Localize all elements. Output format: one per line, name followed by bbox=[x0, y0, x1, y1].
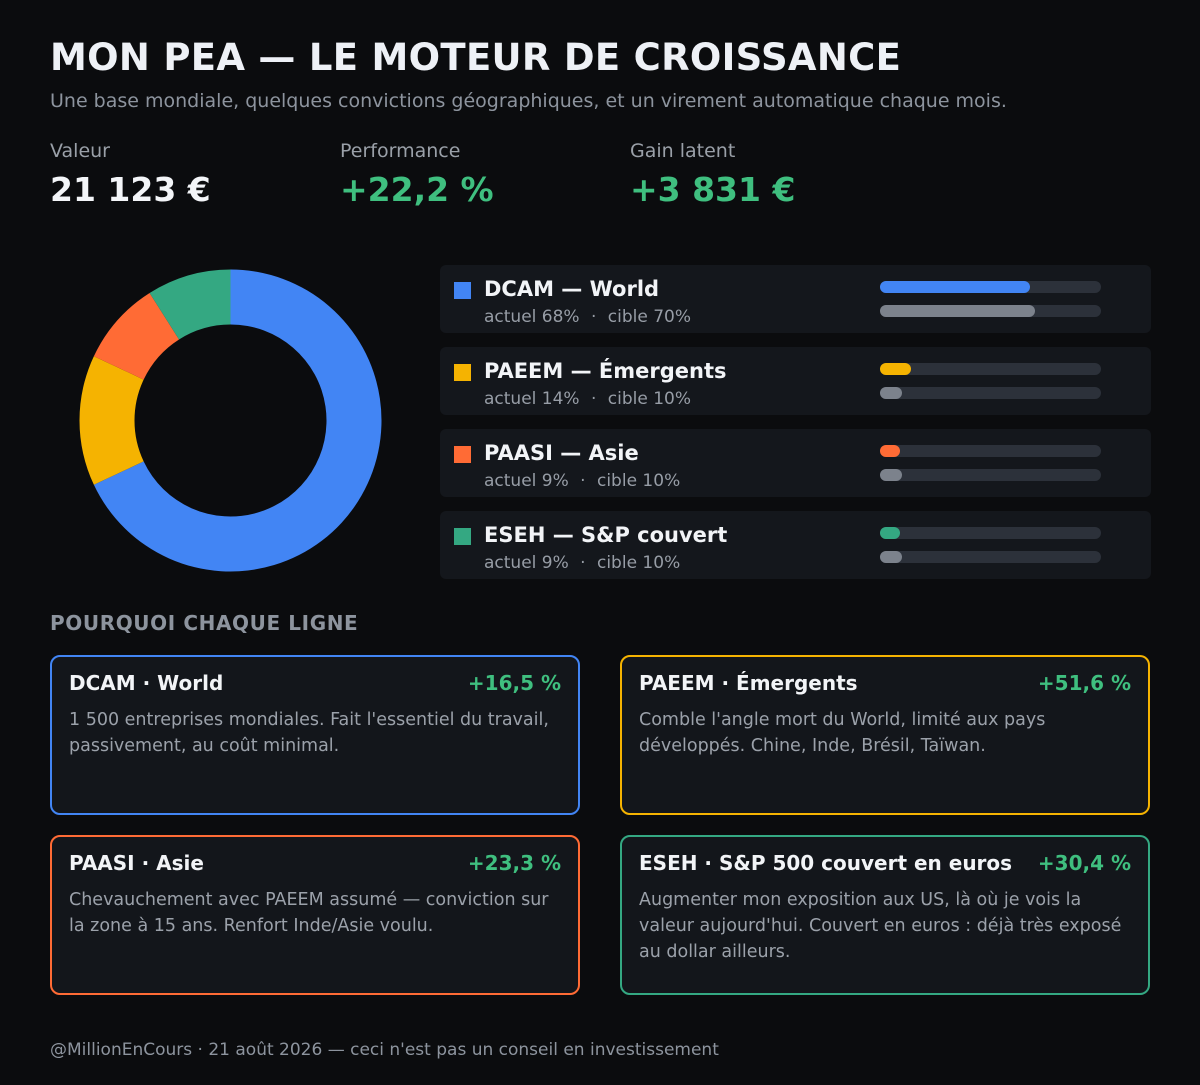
kpi-value: +3 831 € bbox=[630, 170, 796, 209]
card-performance: +51,6 % bbox=[1037, 671, 1131, 695]
target-weight: cible 70% bbox=[607, 307, 692, 327]
rationale-card-eseh: ESEH · S&P 500 couvert en euros +30,4 % … bbox=[620, 835, 1150, 995]
actual-bar-fill bbox=[880, 445, 900, 457]
allocation-row-paeem: PAEEM — Émergents actuel 14% · cible 10% bbox=[440, 347, 1151, 415]
actual-weight: actuel 68% bbox=[484, 307, 580, 327]
card-description: 1 500 entreprises mondiales. Fait l'esse… bbox=[69, 710, 549, 756]
kpi-label: Gain latent bbox=[630, 140, 736, 162]
allocation-weights: actuel 14% · cible 10% bbox=[484, 389, 691, 409]
donut-slice-dcam bbox=[93, 269, 382, 572]
section-title: POURQUOI CHAQUE LIGNE bbox=[50, 611, 359, 635]
card-performance: +30,4 % bbox=[1037, 851, 1131, 875]
card-title: ESEH · S&P 500 couvert en euros bbox=[639, 851, 1013, 875]
donut-slice-paasi bbox=[93, 293, 180, 380]
target-weight: cible 10% bbox=[596, 553, 681, 573]
target-bar bbox=[880, 551, 1101, 563]
card-description: Chevauchement avec PAEEM assumé — convic… bbox=[69, 890, 549, 936]
actual-bar-fill bbox=[880, 363, 911, 375]
separator: · bbox=[580, 471, 586, 491]
allocation-name: PAASI — Asie bbox=[484, 441, 639, 465]
rationale-card-dcam: DCAM · World +16,5 % 1 500 entreprises m… bbox=[50, 655, 580, 815]
kpi-gain-latent: Gain latent +3 831 € bbox=[630, 140, 795, 209]
card-performance: +16,5 % bbox=[467, 671, 561, 695]
actual-weight: actuel 9% bbox=[484, 553, 569, 573]
allocation-row-paasi: PAASI — Asie actuel 9% · cible 10% bbox=[440, 429, 1151, 497]
actual-bar-fill bbox=[880, 281, 1031, 293]
separator: · bbox=[590, 307, 597, 327]
card-description: Augmenter mon exposition aux US, là où j… bbox=[639, 890, 1122, 962]
square-swatch-icon bbox=[454, 528, 471, 545]
allocation-name: PAEEM — Émergents bbox=[484, 359, 727, 383]
rationale-card-paasi: PAASI · Asie +23,3 % Chevauchement avec … bbox=[50, 835, 580, 995]
square-swatch-icon bbox=[454, 364, 471, 381]
actual-bar bbox=[880, 363, 1101, 375]
actual-bar-fill bbox=[880, 527, 900, 539]
square-swatch-icon bbox=[454, 282, 471, 299]
target-bar-fill bbox=[880, 387, 903, 399]
page-subtitle: Une base mondiale, quelques convictions … bbox=[50, 90, 1007, 112]
actual-weight: actuel 14% bbox=[484, 389, 580, 409]
target-weight: cible 10% bbox=[607, 389, 692, 409]
allocation-row-dcam: DCAM — World actuel 68% · cible 70% bbox=[440, 265, 1151, 333]
donut-slice-eseh bbox=[149, 269, 231, 340]
kpi-value: +22,2 % bbox=[340, 170, 494, 209]
kpi-value: 21 123 € bbox=[50, 170, 211, 209]
target-bar bbox=[880, 305, 1101, 317]
actual-weight: actuel 9% bbox=[484, 471, 569, 491]
actual-bar bbox=[880, 527, 1101, 539]
card-title: PAASI · Asie bbox=[69, 851, 204, 875]
separator: · bbox=[590, 389, 597, 409]
kpi-valeur: Valeur 21 123 € bbox=[50, 140, 211, 209]
allocation-weights: actuel 9% · cible 10% bbox=[484, 553, 680, 573]
allocation-weights: actuel 9% · cible 10% bbox=[484, 471, 680, 491]
actual-bar bbox=[880, 281, 1101, 293]
allocation-donut-chart bbox=[79, 269, 382, 572]
target-bar-fill bbox=[880, 551, 903, 563]
allocation-weights: actuel 68% · cible 70% bbox=[484, 307, 691, 327]
card-title: DCAM · World bbox=[69, 671, 224, 695]
footer: @MillionEnCours · 21 août 2026 — ceci n'… bbox=[50, 1040, 719, 1060]
separator: · bbox=[580, 553, 586, 573]
target-weight: cible 10% bbox=[596, 471, 681, 491]
target-bar-fill bbox=[880, 469, 903, 481]
kpi-label: Performance bbox=[340, 140, 461, 162]
square-swatch-icon bbox=[454, 446, 471, 463]
target-bar bbox=[880, 387, 1101, 399]
allocation-row-eseh: ESEH — S&P couvert actuel 9% · cible 10% bbox=[440, 511, 1151, 579]
kpi-performance: Performance +22,2 % bbox=[340, 140, 494, 209]
actual-bar bbox=[880, 445, 1101, 457]
kpi-label: Valeur bbox=[50, 140, 110, 162]
page-title: MON PEA — LE MOTEUR DE CROISSANCE bbox=[50, 36, 902, 79]
card-description: Comble l'angle mort du World, limité aux… bbox=[639, 710, 1046, 756]
rationale-card-paeem: PAEEM · Émergents +51,6 % Comble l'angle… bbox=[620, 655, 1150, 815]
allocation-name: ESEH — S&P couvert bbox=[484, 523, 728, 547]
allocation-name: DCAM — World bbox=[484, 277, 660, 301]
card-title: PAEEM · Émergents bbox=[639, 671, 858, 695]
target-bar-fill bbox=[880, 305, 1035, 317]
card-performance: +23,3 % bbox=[467, 851, 561, 875]
donut-slice-paeem bbox=[79, 356, 144, 485]
target-bar bbox=[880, 469, 1101, 481]
